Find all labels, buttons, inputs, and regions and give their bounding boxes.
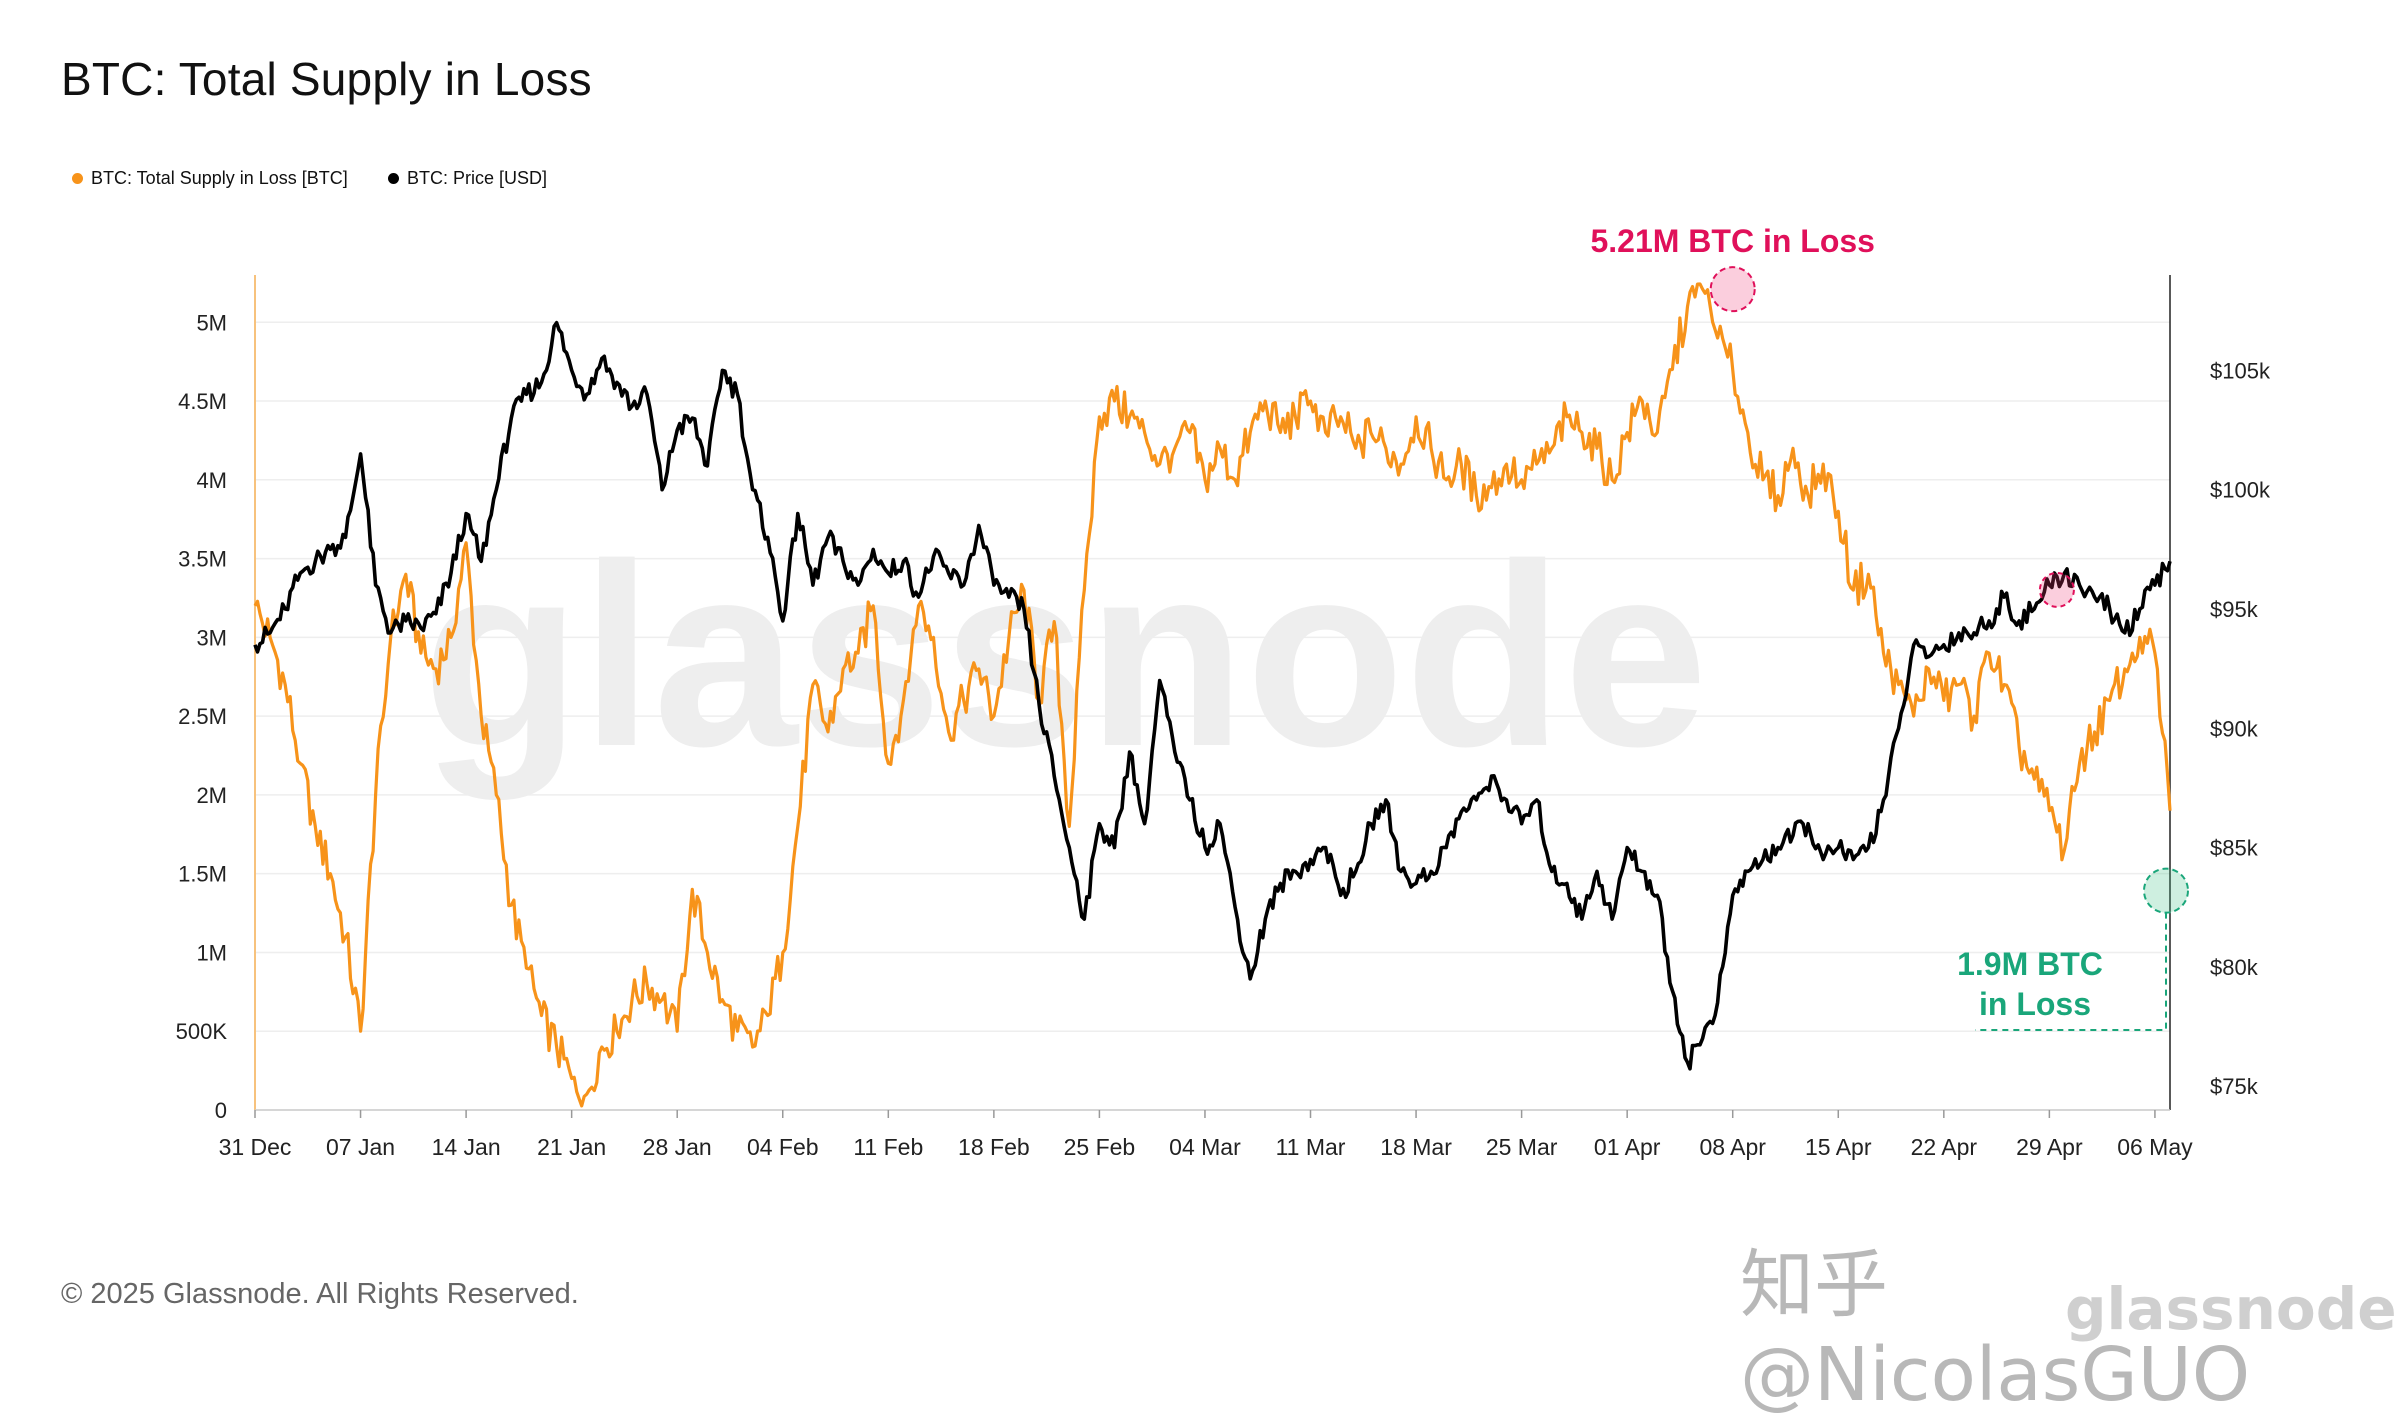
x-tick-label: 04 Mar bbox=[1169, 1134, 1241, 1160]
series-line-price bbox=[253, 320, 2172, 1071]
y-left-tick-label: 3.5M bbox=[178, 547, 227, 572]
y-left-tick-label: 500K bbox=[176, 1019, 228, 1044]
watermark-logo-small: glassnode bbox=[2065, 1275, 2397, 1343]
y-left-tick-label: 4.5M bbox=[178, 389, 227, 414]
x-tick-label: 06 May bbox=[2117, 1134, 2193, 1160]
y-left-tick-label: 4M bbox=[196, 468, 227, 493]
chart-canvas: glassnode0500K1M1.5M2M2.5M3M3.5M4M4.5M5M… bbox=[176, 223, 2271, 1160]
y-right-tick-label: $85k bbox=[2210, 836, 2259, 861]
copyright-footer: © 2025 Glassnode. All Rights Reserved. bbox=[61, 1278, 579, 1310]
x-tick-label: 18 Feb bbox=[958, 1134, 1030, 1160]
annotation-peak-label: 5.21M BTC in Loss bbox=[1590, 223, 1875, 259]
y-right-tick-label: $95k bbox=[2210, 597, 2259, 622]
y-right-tick-label: $90k bbox=[2210, 716, 2259, 741]
annotation-current-label: 1.9M BTC bbox=[1957, 946, 2103, 982]
x-tick-label: 01 Apr bbox=[1594, 1134, 1661, 1160]
y-left-tick-label: 1M bbox=[196, 940, 227, 965]
y-left-tick-label: 3M bbox=[196, 625, 227, 650]
annotation-peak-marker bbox=[1709, 266, 1756, 313]
y-left-tick-label: 2.5M bbox=[178, 704, 227, 729]
y-left-tick-label: 0 bbox=[215, 1098, 227, 1123]
chart-title: BTC: Total Supply in Loss bbox=[61, 53, 592, 105]
x-tick-label: 31 Dec bbox=[219, 1134, 292, 1160]
x-tick-label: 14 Jan bbox=[432, 1134, 501, 1160]
legend-item-supply[interactable]: BTC: Total Supply in Loss [BTC] bbox=[72, 168, 348, 189]
y-right-tick-label: $100k bbox=[2210, 478, 2271, 503]
legend-label-supply: BTC: Total Supply in Loss [BTC] bbox=[91, 168, 348, 188]
y-left-tick-label: 1.5M bbox=[178, 862, 227, 887]
x-tick-label: 21 Jan bbox=[537, 1134, 606, 1160]
x-tick-label: 08 Apr bbox=[1699, 1134, 1766, 1160]
x-tick-label: 29 Apr bbox=[2016, 1134, 2083, 1160]
legend-label-price: BTC: Price [USD] bbox=[407, 168, 548, 188]
x-tick-label: 07 Jan bbox=[326, 1134, 395, 1160]
y-right-tick-label: $105k bbox=[2210, 358, 2271, 383]
annotation-price-marker bbox=[2038, 571, 2075, 608]
x-tick-label: 15 Apr bbox=[1805, 1134, 1872, 1160]
series-line-supply-in-loss bbox=[253, 282, 2172, 1108]
annotation-current-marker bbox=[2143, 867, 2189, 914]
x-tick-label: 18 Mar bbox=[1380, 1134, 1452, 1160]
x-tick-label: 11 Mar bbox=[1276, 1134, 1346, 1160]
legend-item-price[interactable]: BTC: Price [USD] bbox=[388, 168, 547, 189]
x-tick-label: 04 Feb bbox=[747, 1134, 819, 1160]
x-tick-label: 22 Apr bbox=[1911, 1134, 1978, 1160]
x-tick-label: 25 Feb bbox=[1064, 1134, 1136, 1160]
y-left-tick-label: 2M bbox=[196, 783, 227, 808]
y-right-tick-label: $75k bbox=[2210, 1074, 2259, 1099]
legend-dot-price bbox=[388, 173, 399, 184]
x-tick-label: 25 Mar bbox=[1486, 1134, 1558, 1160]
y-right-tick-label: $80k bbox=[2210, 955, 2259, 980]
y-left-tick-label: 5M bbox=[196, 310, 227, 335]
annotation-current-label-2: in Loss bbox=[1979, 986, 2091, 1022]
legend-dot-supply bbox=[72, 173, 83, 184]
x-tick-label: 11 Feb bbox=[853, 1134, 923, 1160]
annotation-current-leader bbox=[1975, 912, 2167, 1031]
x-tick-label: 28 Jan bbox=[643, 1134, 712, 1160]
